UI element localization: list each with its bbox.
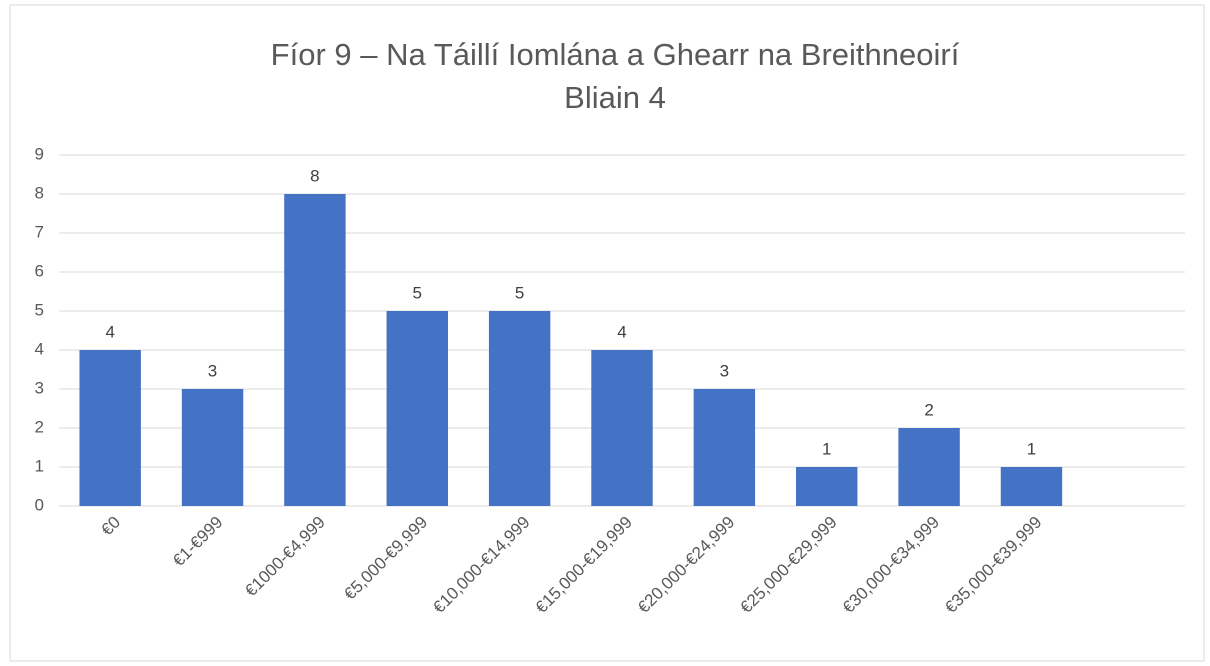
chart-title: Fíor 9 – Na Táillí Iomlána a Ghearr na B…: [271, 37, 960, 72]
y-tick-label: 6: [35, 261, 44, 280]
data-label: 4: [617, 322, 626, 341]
bar: [1000, 467, 1063, 506]
bar: [181, 389, 244, 506]
data-label: 3: [208, 361, 217, 380]
y-tick-label: 5: [35, 300, 44, 319]
data-label: 5: [515, 283, 524, 302]
bar: [693, 389, 756, 506]
chart-subtitle: Bliain 4: [564, 80, 666, 115]
data-label: 4: [105, 322, 114, 341]
bar: [284, 194, 346, 506]
data-label: 1: [1027, 439, 1036, 458]
bar: [488, 311, 551, 506]
y-tick-label: 1: [35, 456, 44, 475]
bar: [591, 350, 653, 506]
data-label: 3: [720, 361, 729, 380]
y-tick-label: 0: [35, 495, 44, 514]
bar: [796, 467, 858, 506]
bar: [386, 311, 448, 506]
data-label: 2: [924, 400, 933, 419]
data-label: 8: [310, 166, 319, 185]
y-tick-label: 9: [35, 144, 44, 163]
y-tick-label: 4: [35, 339, 44, 358]
bar: [79, 350, 141, 506]
data-label: 5: [413, 283, 422, 302]
data-label: 1: [822, 439, 831, 458]
y-tick-label: 2: [35, 417, 44, 436]
y-tick-label: 8: [35, 183, 44, 202]
y-tick-label: 7: [35, 222, 44, 241]
chart-frame: [9, 4, 1205, 662]
bar: [898, 428, 960, 506]
y-tick-label: 3: [35, 378, 44, 397]
